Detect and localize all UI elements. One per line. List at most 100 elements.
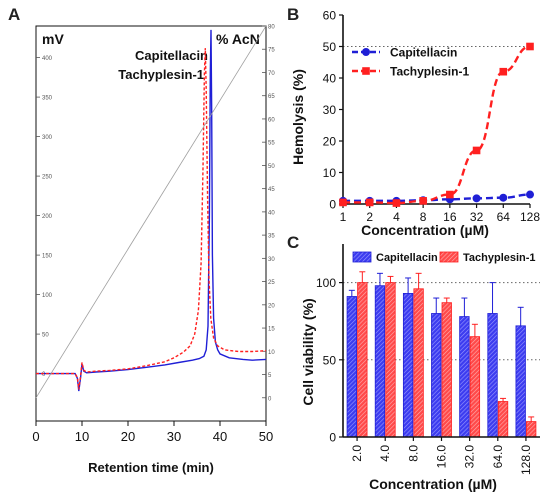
panel-c-xtick-label: 32.0 [463, 445, 477, 469]
panel-c-ylabel: Cell viability (%) [300, 298, 316, 405]
panel-a-ytick-label: 350 [42, 96, 53, 102]
panel-b-capitellacin-point [526, 190, 534, 199]
panel-b-ytick-label: 40 [323, 72, 337, 86]
panel-a-y2tick-label: 30 [268, 257, 275, 263]
panel-c-tachyplesin-bar [357, 282, 368, 438]
panel-b-tachyplesin-point [419, 197, 427, 205]
panel-a-ytick-label: 50 [42, 333, 49, 339]
panel-a-y2tick-label: 15 [268, 327, 275, 333]
panel-b-xlabel: Concentration (µM) [361, 222, 489, 238]
panel-b-tachyplesin-point [526, 42, 534, 51]
panel-a-xtick-label: 20 [121, 429, 135, 444]
panel-b-legend-marker [362, 48, 370, 56]
panel-a-legend-tachyplesin: Tachyplesin-1 [118, 67, 204, 82]
panel-a-y2tick-label: 20 [268, 303, 275, 309]
panel-c-capitellacin-bar [459, 316, 470, 438]
panel-a-ytick-label: 300 [42, 135, 53, 141]
panel-c-tachyplesin-bar [441, 302, 452, 438]
panel-b-ytick-label: 10 [323, 166, 337, 180]
panel-c-label: C [287, 233, 299, 252]
panel-c-capitellacin-bar [431, 313, 442, 438]
panel-a-y2tick-label: 50 [268, 164, 275, 170]
panel-b-tachyplesin-point [472, 146, 481, 155]
panel-c-capitellacin-bar [487, 313, 498, 438]
panel-c-capitellacin-bar [374, 285, 386, 438]
panel-a-label: A [8, 5, 20, 24]
panel-a-xtick-label: 40 [213, 429, 227, 444]
panel-a-y2tick-label: 80 [268, 25, 275, 31]
panel-c-legend-swatch [439, 251, 459, 263]
panel-b-legend-label: Capitellacin [390, 46, 457, 60]
panel-c-tachyplesin-bar [469, 336, 481, 438]
panel-a-xtick-label: 50 [259, 429, 273, 444]
panel-c-xlabel: Concentration (µM) [369, 476, 497, 492]
panel-b-ytick-label: 50 [323, 40, 337, 54]
panel-b-tachyplesin-point [499, 67, 508, 76]
panel-a-y2tick-label: 75 [268, 48, 275, 54]
panel-a-ytick-label: 100 [42, 293, 53, 299]
panel-a-y2tick-label: 45 [268, 187, 275, 193]
panel-c-capitellacin-bar [346, 296, 357, 438]
panel-a-y2label: % AcN [216, 31, 260, 47]
panel-c-tachyplesin-bar [497, 401, 509, 438]
panel-a-ytick-label: 400 [42, 56, 53, 62]
panel-c-tachyplesin-bar [526, 421, 537, 438]
panel-c-legend-swatch [352, 251, 372, 263]
panel-a-ytick-label: 0 [42, 372, 46, 378]
panel-b-xtick-label: 64 [497, 210, 511, 224]
panel-b-xtick-label: 2 [366, 210, 373, 224]
panel-b-capitellacin-point [499, 193, 508, 202]
panel-b-xtick-label: 32 [470, 210, 484, 224]
panel-c-xtick-label: 8.0 [406, 445, 420, 462]
panel-b-ytick-label: 0 [329, 198, 336, 212]
panel-c-tachyplesin-bar [385, 282, 396, 438]
panel-a-acn-gradient-line [35, 25, 267, 399]
panel-b-xtick-label: 16 [443, 210, 457, 224]
panel-c-xtick-label: 128.0 [519, 445, 533, 475]
panel-b-tachyplesin-point [339, 198, 347, 207]
panel-b-chart: 0 10 20 30 40 50 60 1 2 4 8 16 32 64 128 Capitellacin Ta… [323, 9, 541, 225]
panel-a-y2tick-label: 65 [268, 94, 275, 100]
panel-a-legend-capitellacin: Capitellacin [135, 48, 208, 63]
panel-b-ytick-label: 30 [323, 103, 337, 117]
panel-b-ytick-label: 60 [323, 9, 337, 23]
panel-b-xtick-label: 8 [420, 210, 427, 224]
panel-c-ytick-label: 50 [323, 353, 337, 367]
panel-c-tachyplesin-bar [413, 288, 424, 438]
panel-a-plot-frame [35, 25, 267, 422]
panel-a-y2tick-label: 60 [268, 117, 275, 123]
panel-b-tachyplesin-fit [342, 45, 531, 205]
panel-b-tachyplesin-point [446, 190, 454, 199]
panel-c-capitellacin-bar [402, 293, 414, 438]
panel-a-ytick-label: 150 [42, 254, 53, 260]
panel-a-y2tick-label: 40 [268, 210, 275, 216]
panel-b-tachyplesin-point [392, 199, 401, 207]
panel-a-chart: 0 10 20 30 40 50 0 50 100 150 200 250 300 350 400 0 5 10 1… [32, 25, 275, 445]
panel-a-xlabel: Retention time (min) [88, 460, 214, 475]
panel-a-y2tick-label: 70 [268, 71, 275, 77]
panel-c-xtick-label: 16.0 [435, 445, 449, 469]
panel-a-y2tick-label: 5 [268, 373, 272, 379]
panel-c-chart: 2.0 4.0 8.0 16.0 32.0 64.0 128.0 0 50 100 Capitell… [316, 244, 540, 475]
panel-b-capitellacin-point [472, 194, 481, 203]
panel-c-legend-label: Capitellacin [376, 252, 438, 264]
panel-a-ytick-label: 200 [42, 214, 53, 220]
panel-c-ytick-label: 0 [329, 431, 336, 445]
panel-a-y2tick-label: 35 [268, 234, 275, 240]
panel-a-xtick-label: 30 [167, 429, 181, 444]
panel-b-ylabel: Hemolysis (%) [290, 69, 306, 165]
panel-b-legend-label: Tachyplesin-1 [390, 65, 469, 79]
panel-b-xtick-label: 1 [340, 210, 347, 224]
panel-b-tachyplesin-point [365, 198, 374, 207]
panel-b-xtick-label: 4 [393, 210, 400, 224]
panel-a-capitellacin-trace [36, 29, 267, 392]
panel-a-y2tick-label: 10 [268, 350, 275, 356]
panel-a-ylabel: mV [42, 31, 64, 47]
panel-c-ytick-label: 100 [316, 276, 336, 290]
panel-a-y2tick-label: 25 [268, 280, 275, 286]
panel-c-legend-label: Tachyplesin-1 [463, 252, 536, 264]
panel-b-ytick-label: 20 [323, 135, 337, 149]
panel-a-y2tick-label: 0 [268, 396, 272, 402]
panel-c-xtick-label: 2.0 [350, 445, 364, 462]
